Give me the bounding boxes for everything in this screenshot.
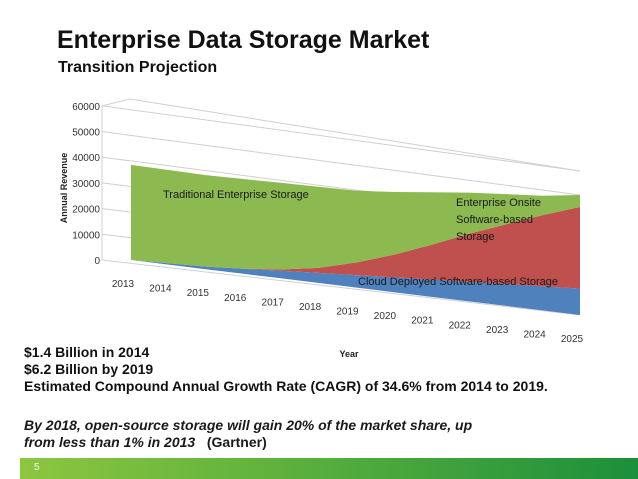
gridline-60000 (101, 105, 581, 172)
x-tick-label: 2016 (224, 293, 247, 304)
note-line-1: By 2018, open-source storage will gain 2… (24, 417, 473, 433)
gridline-0 (101, 259, 581, 316)
footer-bar (20, 458, 638, 479)
x-axis-title: Year (339, 349, 359, 359)
x-tick-label: 2013 (112, 279, 135, 290)
x-tick-label: 2024 (523, 329, 546, 340)
y-tick-label: 50000 (72, 128, 100, 139)
y-tick-label: 20000 (72, 205, 100, 216)
gridline-50000 (101, 131, 581, 196)
note-line-2-text: from less than 1% in 2013 (24, 434, 196, 450)
series-label-traditional: Traditional Enterprise Storage (163, 189, 309, 201)
x-tick-label: 2018 (299, 302, 322, 313)
series-label-onsite: Enterprise Onsite (456, 197, 541, 209)
series-label-cloud: Cloud Deployed Software-based Storage (358, 276, 558, 288)
slide-subtitle: Transition Projection (58, 59, 218, 76)
series-label-onsite: Software-based (456, 214, 533, 226)
x-tick-label: 2015 (187, 288, 210, 299)
series-area-2 (131, 164, 580, 270)
x-tick-label: 2019 (336, 307, 359, 318)
chart-grid: 0 10000 20000 30000 40000 50000 60000 (72, 98, 581, 316)
series-label-onsite: Storage (456, 231, 495, 243)
area-chart: 0 10000 20000 30000 40000 50000 60000 Traditio… (59, 98, 584, 359)
series-area-0 (131, 260, 580, 315)
x-tick-label: 2022 (449, 320, 472, 331)
x-tick-label: 2023 (486, 325, 509, 336)
x-tick-label: 2014 (149, 284, 172, 295)
x-tick-label: 2025 (561, 334, 584, 345)
slide-title: Enterprise Data Storage Market (57, 26, 430, 54)
y-tick-label: 30000 (72, 179, 100, 190)
stat-2014: $1.4 Billion in 2014 (24, 344, 150, 360)
y-tick-label: 40000 (72, 153, 100, 164)
stats-block: $1.4 Billion in 2014 $6.2 Billion by 201… (24, 344, 548, 395)
gartner-note: By 2018, open-source storage will gain 2… (24, 417, 472, 451)
stat-2019: $6.2 Billion by 2019 (24, 361, 154, 377)
x-tick-label: 2017 (262, 297, 285, 308)
frame-top-left (101, 98, 131, 107)
x-tick-label: 2020 (374, 311, 397, 322)
y-tick-label: 10000 (72, 230, 100, 241)
note-source: (Gartner) (206, 434, 267, 450)
note-line-2: from less than 1% in 2013 (Gartner) (24, 434, 472, 451)
x-tick-label: 2021 (411, 316, 434, 327)
y-tick-label: 60000 (72, 102, 100, 113)
frame-top (129, 98, 581, 172)
y-tick-label: 0 (94, 256, 100, 267)
y-axis-title: Annual Revenue (59, 153, 69, 224)
chart-labels: Traditional Enterprise Storage Enterprise… (59, 153, 584, 359)
page-number: 5 (34, 462, 40, 473)
chart-areas (131, 164, 580, 315)
stat-cagr: Estimated Compound Annual Growth Rate (C… (24, 378, 548, 394)
series-area-1 (131, 207, 580, 289)
